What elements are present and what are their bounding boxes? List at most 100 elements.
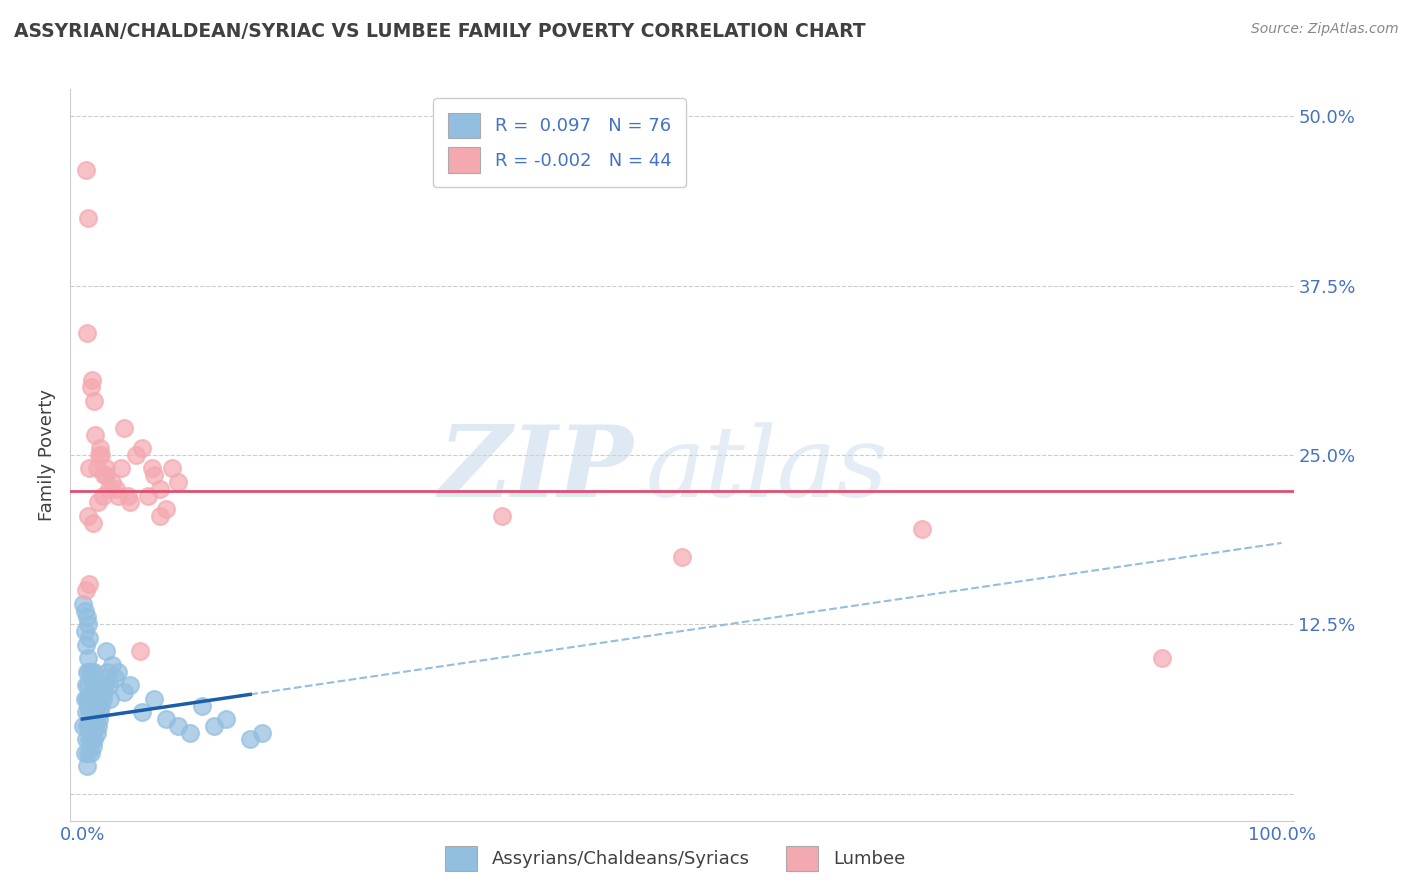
Point [83, 393, 105, 408]
Point [84, 691, 107, 706]
Point [167, 719, 190, 733]
Point [76, 665, 98, 679]
Point [112, 685, 135, 699]
Point [911, 523, 934, 537]
Point [79, 631, 101, 645]
Point [202, 719, 225, 733]
Point [90, 448, 112, 462]
Point [72, 719, 94, 733]
Point [80, 665, 103, 679]
Point [84, 427, 107, 442]
Point [87, 691, 110, 706]
Point [77, 617, 100, 632]
Point [112, 421, 135, 435]
Legend: Assyrians/Chaldeans/Syriacs, Lumbee: Assyrians/Chaldeans/Syriacs, Lumbee [437, 838, 912, 879]
Point [87, 712, 110, 726]
Point [86, 698, 108, 713]
Point [77, 651, 100, 665]
Point [97, 678, 120, 692]
Point [155, 502, 177, 516]
Point [75, 638, 97, 652]
Point [73, 746, 96, 760]
Point [215, 712, 238, 726]
Point [80, 732, 103, 747]
Text: Source: ZipAtlas.com: Source: ZipAtlas.com [1251, 22, 1399, 37]
Text: ZIP: ZIP [439, 421, 633, 517]
Point [125, 448, 148, 462]
Point [76, 610, 98, 624]
Point [96, 461, 118, 475]
Point [80, 685, 103, 699]
Point [86, 725, 108, 739]
Y-axis label: Family Poverty: Family Poverty [38, 389, 56, 521]
Point [128, 644, 150, 658]
Point [90, 698, 112, 713]
Point [143, 691, 166, 706]
Point [79, 380, 101, 394]
Point [77, 698, 100, 713]
Point [79, 665, 101, 679]
Text: ASSYRIAN/CHALDEAN/SYRIAC VS LUMBEE FAMILY POVERTY CORRELATION CHART: ASSYRIAN/CHALDEAN/SYRIAC VS LUMBEE FAMIL… [14, 22, 866, 41]
Point [98, 691, 121, 706]
Point [167, 475, 190, 489]
Point [96, 672, 118, 686]
Point [101, 657, 124, 672]
Point [117, 489, 139, 503]
Point [93, 468, 115, 483]
Text: atlas: atlas [645, 422, 889, 517]
Point [72, 597, 94, 611]
Point [101, 475, 124, 489]
Point [80, 706, 103, 720]
Point [73, 691, 96, 706]
Point [96, 468, 118, 483]
Point [82, 739, 104, 753]
Point [89, 706, 111, 720]
Point [96, 644, 118, 658]
Point [77, 719, 100, 733]
Point [76, 691, 98, 706]
Point [131, 706, 153, 720]
Point [1150, 651, 1173, 665]
Point [87, 448, 110, 462]
Point [120, 495, 142, 509]
Point [87, 685, 110, 699]
Point [79, 461, 101, 475]
Point [93, 685, 115, 699]
Point [77, 746, 100, 760]
Point [143, 468, 166, 483]
Point [671, 549, 693, 564]
Point [80, 373, 103, 387]
Point [79, 576, 101, 591]
Point [77, 508, 100, 523]
Point [104, 482, 127, 496]
Point [84, 719, 107, 733]
Point [79, 746, 101, 760]
Point [94, 678, 117, 692]
Point [77, 211, 100, 225]
Point [75, 706, 97, 720]
Point [83, 706, 105, 720]
Point [83, 665, 105, 679]
Point [179, 725, 201, 739]
Point [75, 732, 97, 747]
Point [87, 719, 110, 733]
Point [75, 583, 97, 598]
Point [79, 672, 101, 686]
Point [149, 482, 172, 496]
Point [79, 706, 101, 720]
Point [107, 665, 129, 679]
Point [89, 441, 111, 455]
Point [82, 691, 104, 706]
Point [104, 672, 127, 686]
Point [250, 725, 273, 739]
Point [76, 326, 98, 340]
Point [77, 678, 100, 692]
Point [76, 759, 98, 773]
Point [83, 685, 105, 699]
Point [131, 441, 153, 455]
Point [79, 732, 101, 747]
Point [79, 719, 101, 733]
Point [79, 691, 101, 706]
Point [83, 732, 105, 747]
Point [155, 712, 177, 726]
